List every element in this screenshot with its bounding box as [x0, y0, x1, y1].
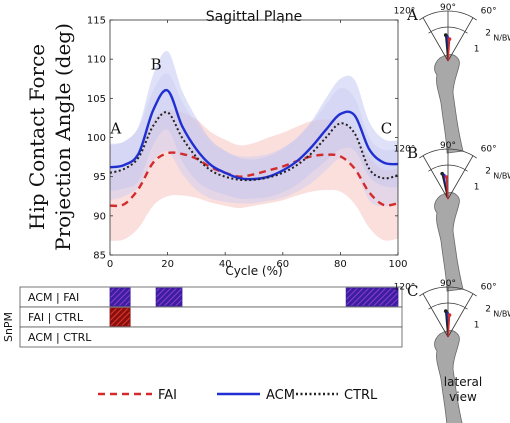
legend-label-ctrl: CTRL: [344, 388, 378, 403]
line-chart: Sagittal Plane 85 90 95 100 105 110 115 0 20 40 6…: [25, 9, 408, 278]
snpm-significant-region: [155, 287, 183, 307]
polar-spoke: [447, 17, 474, 62]
series-line-fai: [109, 151, 399, 208]
scale-label: 2: [485, 28, 491, 38]
y-tick-label: 95: [93, 172, 106, 183]
scale-unit-label: N/BW: [493, 33, 510, 42]
y-tick-label: 115: [87, 16, 106, 27]
snpm-table: SnPM ACM | FAI FAI | CTRL ACM | CTRL: [2, 286, 403, 348]
polar-spoke: [422, 155, 449, 200]
scale-label: 2: [485, 304, 491, 314]
scale-unit-label: N/BW: [493, 171, 510, 180]
polar-angle-label: 120°: [394, 145, 416, 155]
polar-angle-label: 60°: [481, 145, 497, 155]
phase-annotations: A B C: [109, 55, 392, 137]
x-tick-label: 80: [334, 259, 347, 270]
legend-label-acm: ACM: [266, 388, 295, 403]
snpm-rows: ACM | FAI FAI | CTRL ACM | CTRL: [19, 286, 403, 348]
panel-caption-line2: view: [449, 390, 477, 404]
y-tick-label: 105: [87, 94, 106, 105]
y-tick-label: 100: [87, 133, 106, 144]
snpm-row-label: FAI | CTRL: [28, 311, 84, 324]
band-ctrl: [110, 73, 398, 207]
legend-label-fai: FAI: [158, 388, 177, 403]
snpm-significant-region: [109, 307, 131, 327]
series-line-ctrl: [109, 111, 399, 182]
sd-bands: [110, 50, 398, 241]
snpm-label: SnPM: [2, 312, 15, 342]
y-axis-label-line1: Hip Contact Force: [25, 44, 49, 230]
x-tick-label: 40: [219, 259, 232, 270]
legend: FAI ACM CTRL: [98, 388, 378, 403]
x-tick-label: 0: [107, 259, 113, 270]
scale-label: 1: [474, 321, 480, 331]
scale-unit-label: N/BW: [493, 309, 510, 318]
force-vector-tip: [447, 37, 452, 41]
force-vector-tip: [444, 175, 449, 179]
band-acm: [110, 50, 398, 199]
force-vector: [445, 176, 449, 200]
polar-angle-label: 60°: [481, 283, 497, 293]
series-lines: [109, 88, 399, 208]
force-vector: [447, 314, 451, 338]
femur-bone: [434, 192, 464, 292]
x-axis-label: Cycle (%): [225, 264, 282, 278]
annotation-c: C: [381, 120, 392, 138]
y-axis: 85 90 95 100 105 110 115: [87, 16, 398, 262]
y-axis-label-line2: Projection Angle (deg): [51, 23, 75, 251]
polar-angle-label: 90°: [440, 279, 456, 289]
force-vector-tip: [443, 309, 448, 313]
snpm-row-label: ACM | FAI: [28, 291, 79, 304]
polar-spoke: [447, 293, 474, 338]
polar-angle-label: 90°: [440, 3, 456, 13]
y-tick-label: 85: [93, 251, 106, 262]
panel-label: B: [407, 144, 418, 162]
scale-label: 1: [474, 45, 480, 55]
x-tick-label: 60: [276, 259, 289, 270]
femur-bone: [434, 54, 464, 154]
x-tick-label: 20: [161, 259, 174, 270]
y-tick-label: 110: [87, 55, 106, 66]
polar-spoke: [422, 17, 449, 62]
y-tick-label: 90: [93, 211, 106, 222]
scale-label: 1: [474, 183, 480, 193]
snpm-row-label: ACM | CTRL: [28, 331, 92, 344]
chart-title: Sagittal Plane: [206, 9, 303, 25]
polar-angle-label: 120°: [394, 7, 416, 17]
annotation-a: A: [109, 120, 121, 138]
force-vector-tip: [447, 313, 452, 317]
force-vector: [447, 38, 451, 62]
annotation-b: B: [151, 55, 162, 73]
x-tick-label: 100: [388, 259, 407, 270]
polar-angle-label: 120°: [394, 283, 416, 293]
snpm-significant-region: [345, 287, 399, 307]
snpm-row: [19, 326, 403, 348]
x-axis: 0 20 40 60 80 100: [107, 20, 408, 270]
force-vector-tip: [440, 171, 444, 176]
snpm-significant-region: [109, 287, 131, 307]
polar-angle-label: 60°: [481, 7, 497, 17]
force-vector-tip: [443, 33, 448, 37]
polar-angle-label: 90°: [440, 141, 456, 151]
panel-caption-line1: lateral: [444, 375, 482, 389]
scale-label: 2: [485, 166, 491, 176]
polar-spoke: [422, 293, 449, 338]
panel-label: A: [406, 6, 418, 24]
panel-label: C: [407, 282, 418, 300]
polar-spoke: [447, 155, 474, 200]
femur-panels: A120°90°60°2N/BW1B120°90°60°2N/BW1C120°9…: [394, 3, 510, 423]
